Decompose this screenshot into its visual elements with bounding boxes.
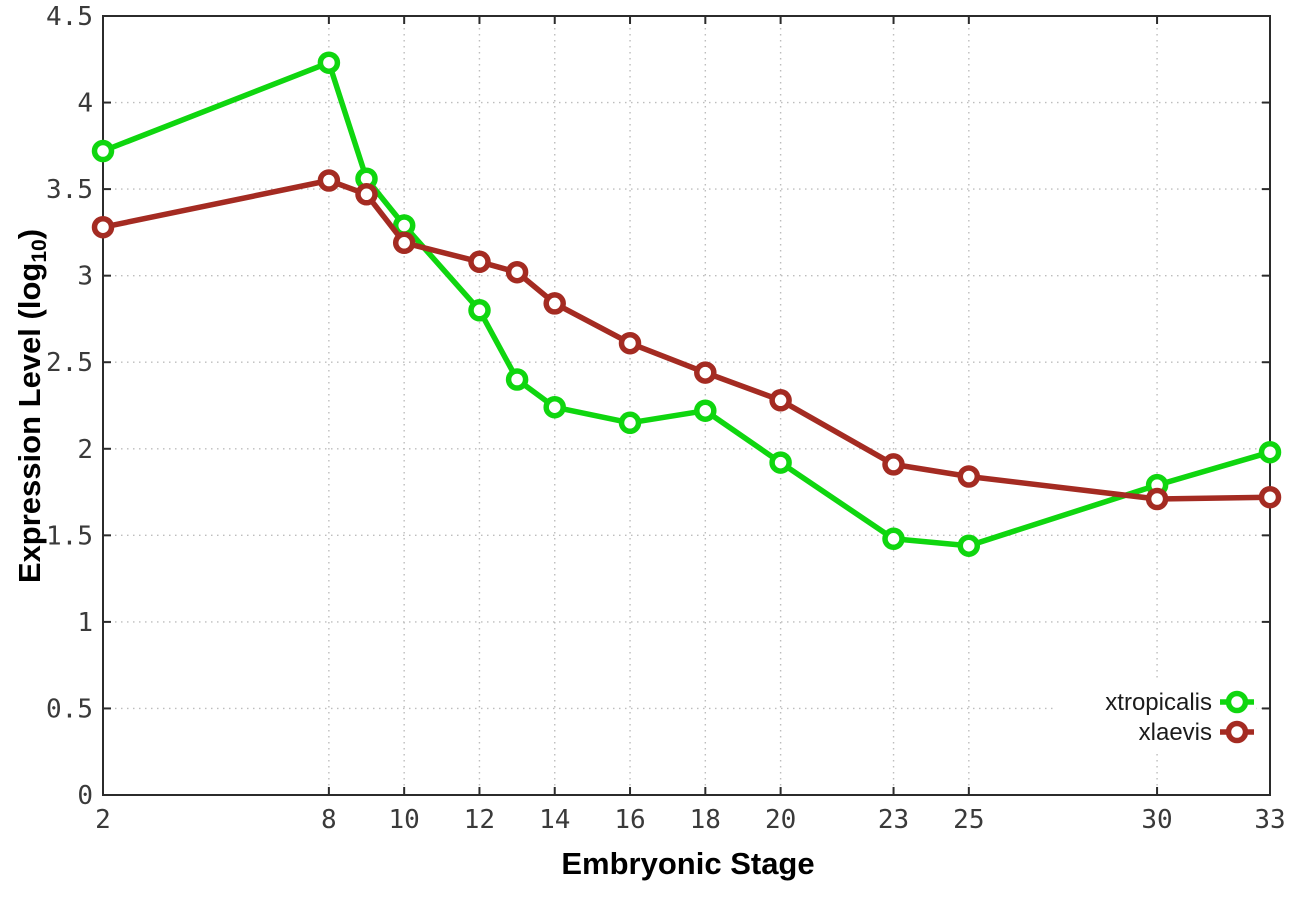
y-tick-label: 3.5 bbox=[46, 175, 93, 205]
y-tick-label: 2 bbox=[77, 435, 93, 465]
data-point-marker bbox=[618, 331, 642, 355]
y-tick-label: 0.5 bbox=[46, 694, 93, 724]
x-tick-label: 14 bbox=[539, 805, 570, 835]
data-point-marker bbox=[505, 260, 529, 284]
y-axis-title-close: ) bbox=[12, 228, 47, 240]
x-tick-label: 2 bbox=[95, 805, 111, 835]
data-point-marker bbox=[505, 368, 529, 391]
y-tick-label: 4 bbox=[77, 89, 93, 119]
y-axis-title-subscript: 10 bbox=[27, 239, 51, 263]
legend-label-xtropicalis: xtropicalis bbox=[1105, 689, 1212, 716]
y-tick-labels: 0 0.5 1 1.5 2 2.5 3 3.5 4 4.5 bbox=[46, 2, 93, 811]
data-point-marker bbox=[543, 292, 566, 315]
data-point-marker bbox=[1145, 487, 1169, 511]
legend-label-xlaevis: xlaevis bbox=[1139, 719, 1212, 746]
legend-marker-sample bbox=[1225, 720, 1249, 744]
data-point-marker bbox=[468, 250, 491, 274]
data-point-marker bbox=[957, 534, 981, 557]
series-xtropicalis bbox=[91, 51, 1282, 557]
y-axis-title: Expression Level (log10) bbox=[12, 6, 52, 806]
data-point-marker bbox=[882, 453, 905, 476]
y-tick-label: 2.5 bbox=[46, 348, 93, 378]
series-xlaevis bbox=[91, 169, 1282, 511]
data-point-marker bbox=[694, 361, 717, 384]
x-tick-label: 12 bbox=[464, 805, 495, 835]
data-point-marker bbox=[694, 399, 717, 422]
series-line-xtropicalis bbox=[100, 59, 1273, 549]
x-tick-label: 10 bbox=[389, 805, 420, 835]
plot-border-and-ticks bbox=[102, 15, 1271, 796]
x-axis-title: Embryonic Stage bbox=[561, 846, 815, 881]
y-tick-label: 4.5 bbox=[46, 2, 93, 32]
data-point-marker bbox=[1258, 485, 1282, 509]
data-point-marker bbox=[355, 183, 378, 206]
x-tick-label: 20 bbox=[765, 805, 796, 835]
y-tick-label: 1 bbox=[77, 608, 93, 638]
x-tick-label: 25 bbox=[953, 805, 984, 835]
data-point-marker bbox=[882, 527, 905, 551]
series-line-xlaevis bbox=[100, 177, 1273, 502]
y-tick-label: 1.5 bbox=[46, 521, 93, 551]
legend: xtropicalis xlaevis bbox=[1105, 689, 1254, 746]
data-point-marker bbox=[769, 451, 792, 474]
data-point-marker bbox=[468, 299, 491, 322]
data-point-marker bbox=[91, 139, 115, 163]
gridlines bbox=[103, 16, 1270, 795]
x-tick-label: 23 bbox=[878, 805, 909, 835]
legend-marker-sample bbox=[1225, 690, 1249, 714]
x-tick-label: 16 bbox=[614, 805, 645, 835]
data-point-marker bbox=[392, 231, 416, 255]
y-tick-label: 3 bbox=[77, 262, 93, 292]
x-tick-label: 8 bbox=[321, 805, 337, 835]
y-axis-title-main: Expression Level (log bbox=[12, 262, 47, 584]
legend-background bbox=[1056, 680, 1256, 752]
data-point-marker bbox=[317, 169, 341, 192]
data-point-marker bbox=[543, 395, 566, 419]
data-point-marker bbox=[91, 215, 115, 239]
x-tick-label: 18 bbox=[690, 805, 721, 835]
data-point-marker bbox=[317, 51, 341, 74]
data-point-marker bbox=[957, 465, 981, 488]
y-tick-label: 0 bbox=[77, 781, 93, 811]
data-point-marker bbox=[1258, 440, 1282, 464]
x-tick-labels: 2 8 10 12 14 16 18 20 23 25 30 33 bbox=[95, 805, 1285, 835]
data-point-marker bbox=[769, 389, 792, 412]
data-point-marker bbox=[618, 411, 642, 435]
x-tick-label: 33 bbox=[1254, 805, 1285, 835]
x-tick-label: 30 bbox=[1141, 805, 1172, 835]
